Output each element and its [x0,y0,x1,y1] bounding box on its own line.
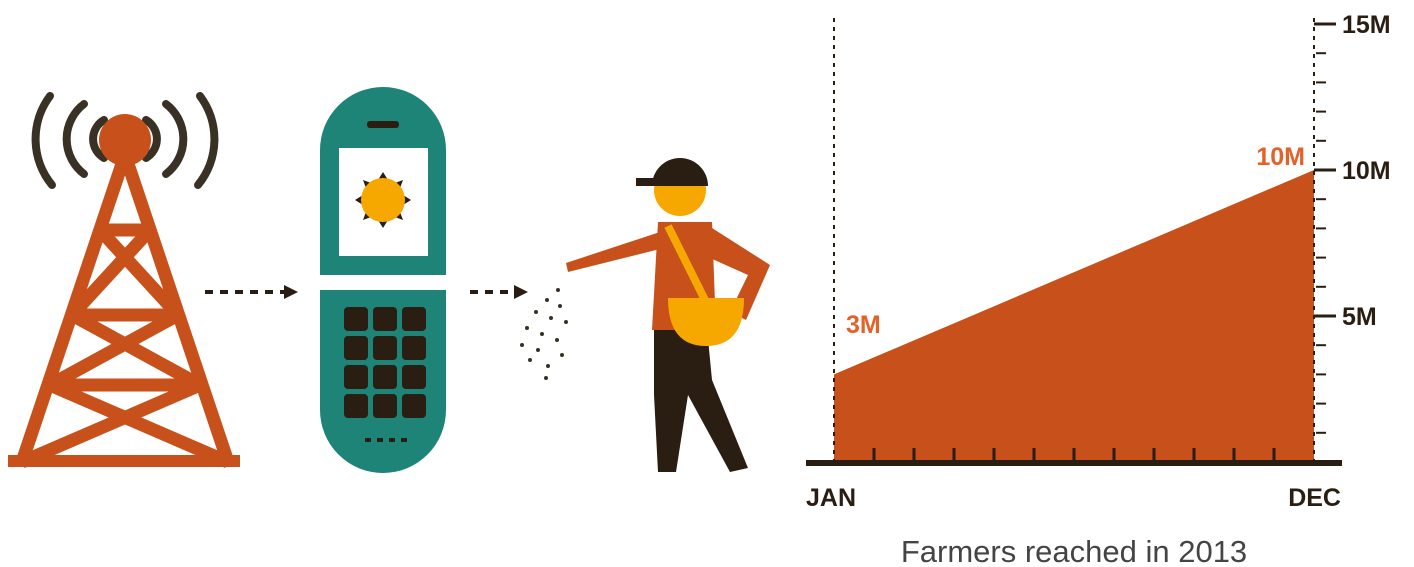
chart-caption: Farmers reached in 2013 [901,534,1247,567]
value-label-jan: 3M [846,311,881,339]
seeds-icon [520,288,568,380]
y-tick-label: 15M [1342,11,1391,39]
mobile-phone-icon [320,87,446,473]
area-chart: 5M 10M 15M 3M 10M JAN DEC Farmers reached … [806,11,1391,567]
y-axis-minor-ticks [1316,52,1326,434]
farmer-sowing-icon [566,158,770,472]
sun-icon [355,172,411,228]
keypad [344,307,426,418]
y-tick-label: 5M [1342,303,1377,331]
arrow-right-icon [470,285,528,299]
arrow-right-icon [205,285,298,299]
x-tick-label-jan: JAN [806,484,856,512]
y-axis-ticks: 5M 10M 15M [1314,11,1391,331]
signal-waves-icon [31,92,219,189]
area-series [834,170,1314,462]
x-tick-label-dec: DEC [1288,484,1341,512]
x-axis-ticks [872,448,1276,462]
value-label-dec: 10M [1256,143,1305,171]
y-tick-label: 10M [1342,157,1391,185]
cell-tower-icon [8,92,240,468]
x-axis-line [806,460,1342,466]
